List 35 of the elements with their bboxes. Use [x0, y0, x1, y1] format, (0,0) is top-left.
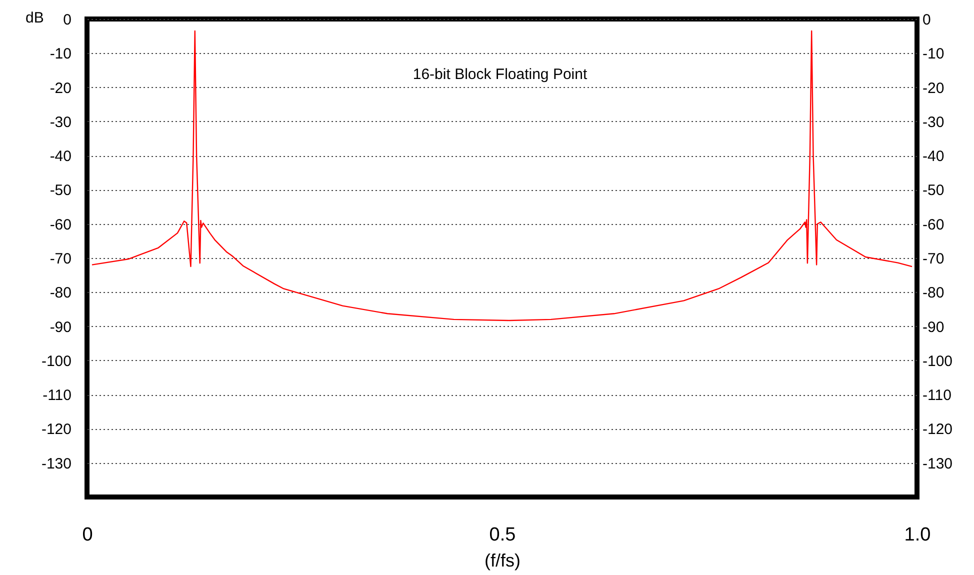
y2-tick-label: -100 — [922, 352, 953, 370]
y-tick-label: 0 — [63, 12, 72, 28]
y2-tick-label: -60 — [922, 216, 944, 234]
y2-tick-label: -50 — [922, 182, 944, 200]
y2-tick-label: -40 — [922, 148, 944, 166]
y2-tick-label: -110 — [922, 387, 952, 404]
y-tick-label: -70 — [50, 250, 72, 268]
y-tick-label: -90 — [50, 318, 72, 336]
y2-tick-label: -130 — [922, 455, 953, 472]
annotation: 16-bit Block Floating Point — [412, 66, 588, 83]
y-tick-label: -50 — [50, 182, 72, 200]
y-tick-label: -120 — [41, 421, 72, 438]
x-tick-label: 0.5 — [489, 524, 516, 546]
y2-tick-label: -10 — [922, 46, 944, 63]
y-tick-label: -10 — [50, 46, 72, 63]
y2-tick-label: -120 — [922, 421, 953, 438]
y2-tick-label: -30 — [922, 114, 944, 131]
y-axis-title: dB — [26, 10, 44, 26]
y2-tick-label: 0 — [922, 12, 931, 28]
x-axis-title: (f/fs) — [484, 550, 520, 570]
y2-tick-label: -20 — [922, 80, 944, 97]
y-tick-label: -60 — [50, 216, 72, 234]
y2-tick-label: -70 — [922, 250, 944, 268]
line-series — [91, 30, 913, 322]
y2-tick-label: -90 — [922, 318, 944, 336]
y-tick-label: -20 — [50, 80, 72, 97]
y-tick-label: -100 — [41, 352, 72, 370]
x-tick-label: 0 — [82, 524, 93, 546]
y-tick-label: -30 — [50, 114, 72, 131]
y-tick-label: -130 — [41, 455, 72, 472]
y-tick-label: -40 — [50, 148, 72, 166]
y-tick-label: -80 — [50, 284, 72, 302]
y2-tick-label: -80 — [922, 284, 944, 302]
x-tick-label: 1.0 — [904, 524, 931, 546]
y-tick-label: -110 — [42, 387, 72, 404]
